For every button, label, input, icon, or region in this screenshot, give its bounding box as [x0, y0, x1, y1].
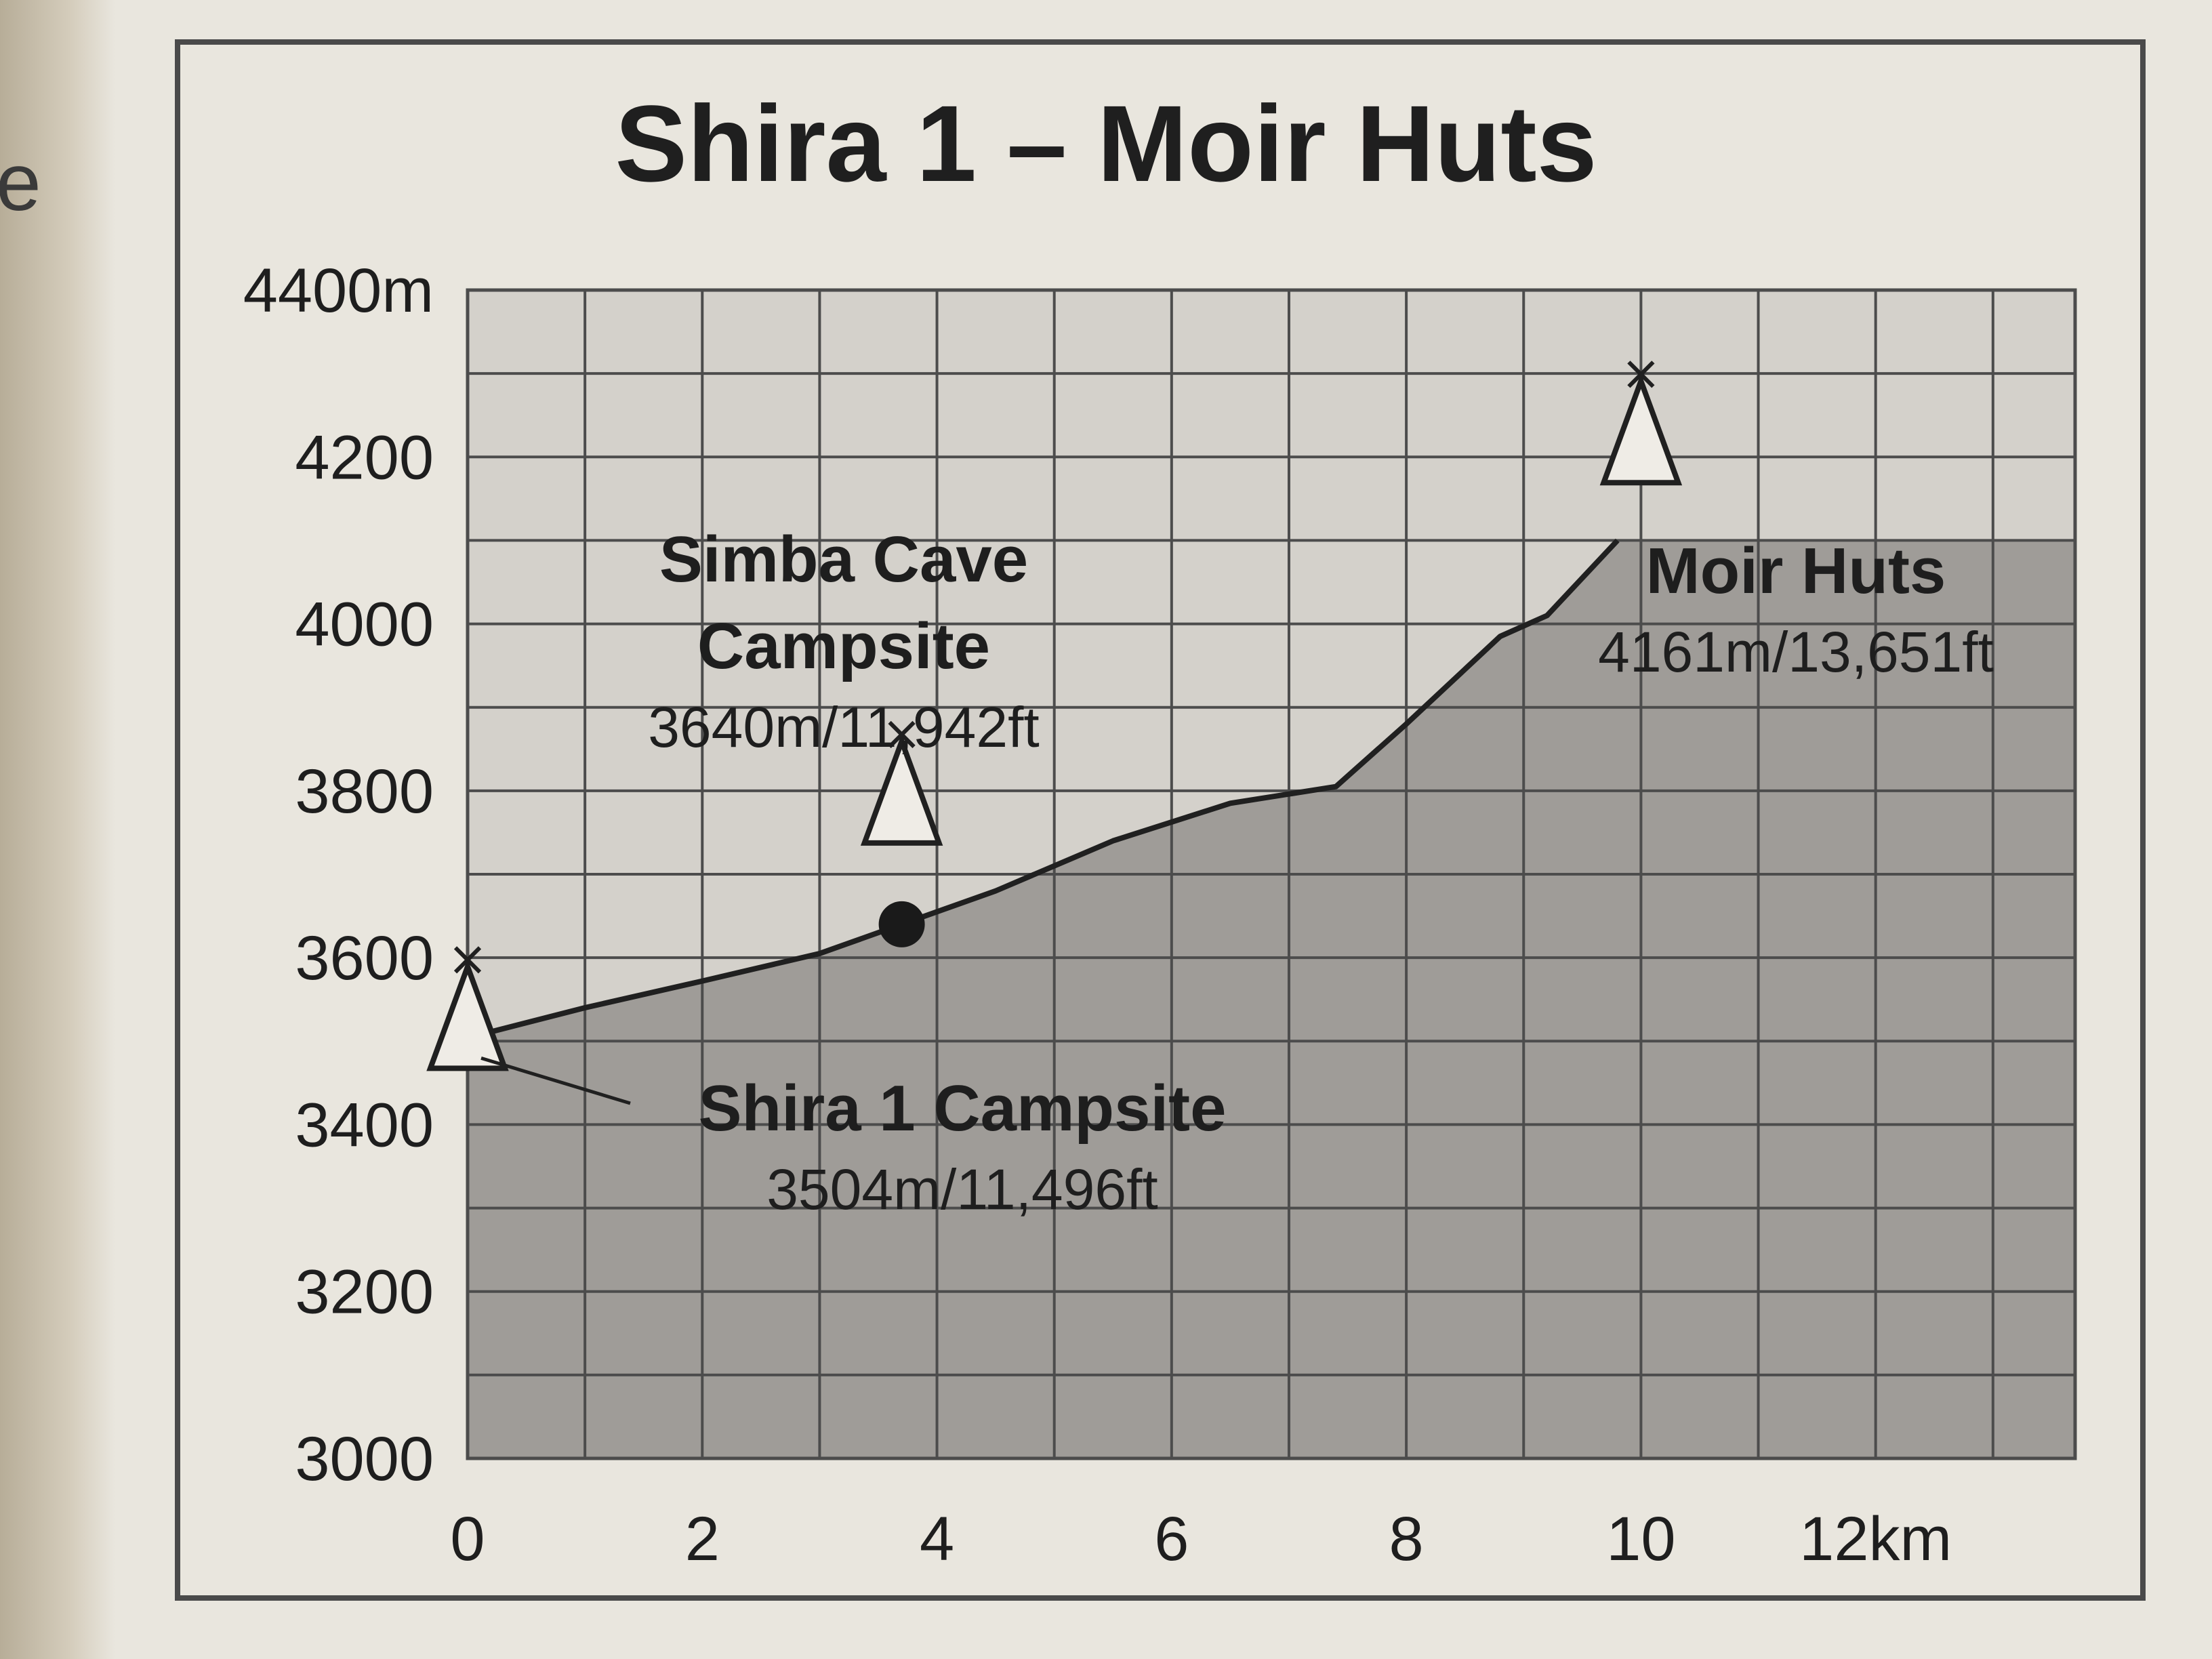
point-elevation-label: 3640m/11,942ft [648, 695, 1040, 759]
page-shadow-edge [0, 0, 115, 1659]
x-tick-label: 10 [1606, 1504, 1675, 1574]
adjacent-page-letter: e [0, 137, 41, 228]
point-name-label: Moir Huts [1646, 535, 1946, 607]
y-tick-label: 3600 [295, 924, 434, 993]
x-tick-label: 6 [1154, 1504, 1189, 1574]
figure-frame [175, 39, 2146, 1601]
campsite-tent-icon-pole [1627, 361, 1655, 388]
campsite-tent-icon-pole [453, 946, 482, 974]
elevation-line [467, 538, 1620, 1041]
point-name-label: Campsite [697, 610, 990, 682]
campsite-tent-icon [1599, 373, 1683, 486]
elevation-area [468, 540, 2075, 1458]
y-tick-label: 3000 [295, 1425, 434, 1494]
y-tick-label: 3400 [295, 1090, 434, 1160]
annotation-leader-line [480, 1056, 631, 1105]
chart-title: Shira 1 – Moir Huts [615, 83, 1597, 204]
campsite-dot-marker [878, 901, 925, 947]
y-tick-label: 4000 [295, 590, 434, 659]
point-elevation-label: 4161m/13,651ft [1598, 620, 1994, 684]
point-name-label: Simba Cave [659, 523, 1028, 596]
campsite-tent-icon-pole [888, 720, 916, 749]
y-tick-label: 4200 [295, 423, 434, 492]
y-tick-label: 3800 [295, 757, 434, 826]
y-tick-label: 3200 [295, 1258, 434, 1327]
point-name-label: Shira 1 Campsite [699, 1072, 1227, 1145]
axis-labels: 3000 3200 3400 3600 3800 4000 4200 4400m 0 2 4 6 8 10… [243, 256, 1952, 1574]
plot-area [466, 288, 2077, 1460]
point-annotations: Shira 1 Campsite 3504m/11,496ft Simba Cave… [426, 361, 1994, 1221]
point-elevation-label: 3504m/11,496ft [766, 1158, 1158, 1221]
y-tick-label: 4400m [243, 256, 434, 325]
campsite-tent-icon [860, 733, 943, 846]
x-tick-label: 12km [1799, 1504, 1952, 1574]
campsite-tent-icon [426, 958, 509, 1071]
x-tick-label: 8 [1389, 1504, 1424, 1574]
plot-border [466, 288, 2077, 1460]
x-tick-label: 4 [920, 1504, 954, 1574]
x-tick-label: 2 [685, 1504, 720, 1574]
x-tick-label: 0 [450, 1504, 485, 1574]
